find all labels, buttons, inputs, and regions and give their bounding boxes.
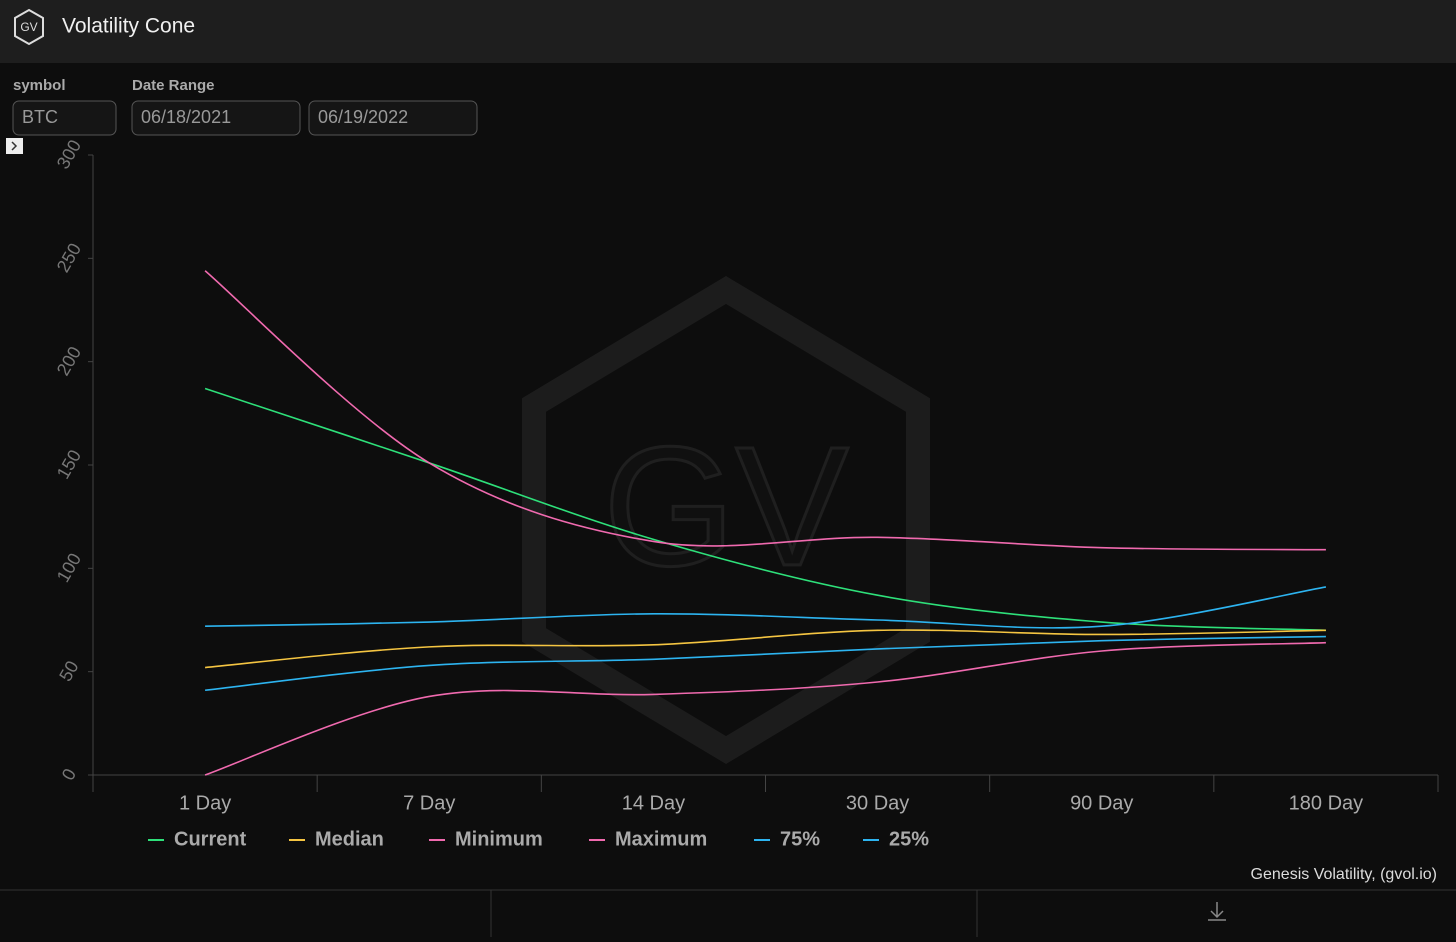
x-tick-label: 7 Day [403,792,455,814]
legend-label: 75% [780,828,820,850]
y-tick-label: 50 [55,657,82,684]
filter-label: symbol [13,77,66,94]
y-tick-label: 100 [53,550,85,586]
download-button[interactable] [1208,902,1226,921]
y-tick-label: 200 [53,343,85,379]
y-tick-label: 150 [53,446,85,482]
start-date: 06/18/2021 [141,107,231,127]
watermark-text: GV [603,412,849,602]
x-tick-label: 90 Day [1070,792,1133,814]
series-line [205,586,1327,629]
watermark: GV [522,276,930,764]
symbol-input[interactable] [12,100,117,136]
series-line [204,635,1326,692]
legend-label: 25% [889,828,929,850]
symbol-value: BTC [22,107,58,127]
series-line [205,629,1326,669]
filter-label: Date Range [132,77,215,94]
x-tick-label: 180 Day [1289,792,1364,814]
legend-label: Current [174,828,247,850]
series-line [204,641,1326,776]
end-date-input[interactable] [308,100,478,136]
legend-label: Minimum [455,828,543,850]
x-tick-label: 30 Day [846,792,909,814]
y-tick-label: 300 [53,136,85,172]
header-bar [0,0,1456,63]
y-tick-label: 250 [53,240,85,276]
start-date-input[interactable] [131,100,301,136]
page-title: Volatility Cone [62,15,195,38]
logo-icon [14,8,44,46]
logo-text: GV [20,20,37,34]
series-line [204,387,1326,632]
legend-label: Median [315,828,384,850]
expand-icon [11,141,18,151]
expand-button[interactable] [6,138,23,154]
x-tick-label: 1 Day [179,792,231,814]
x-tick-label: 14 Day [622,792,685,814]
legend-label: Maximum [615,828,707,850]
end-date: 06/19/2022 [318,107,408,127]
y-tick-label: 0 [58,765,80,784]
credit: Genesis Volatility, (gvol.io) [1251,866,1437,883]
series-line [204,270,1326,551]
